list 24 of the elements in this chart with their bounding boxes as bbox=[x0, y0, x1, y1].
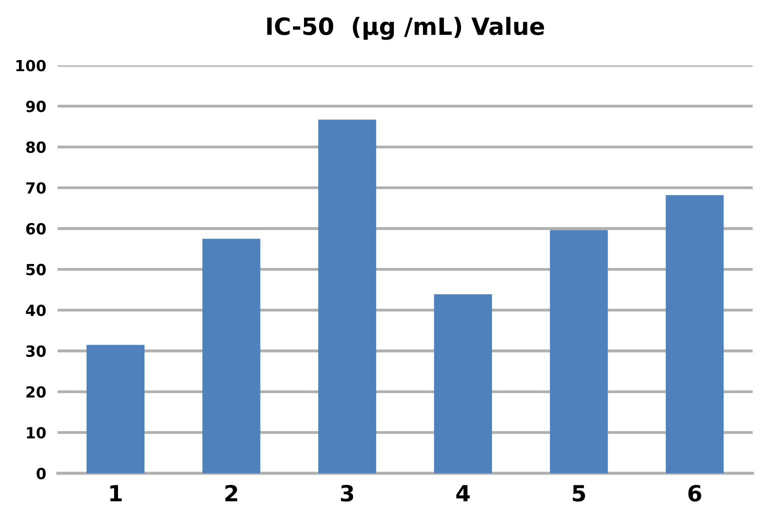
y-tick-label: 100 bbox=[16, 60, 46, 72]
x-tick-label: 1 bbox=[110, 485, 122, 502]
y-tick-label: 70 bbox=[26, 182, 46, 194]
bar bbox=[86, 344, 144, 474]
y-tick-label: 30 bbox=[26, 345, 46, 357]
bar bbox=[666, 195, 724, 474]
bar bbox=[318, 120, 376, 474]
y-tick-label: 80 bbox=[26, 141, 46, 153]
y-tick-label: 90 bbox=[26, 100, 46, 112]
x-tick-label: 5 bbox=[572, 485, 586, 502]
y-tick-label: 10 bbox=[26, 426, 46, 439]
x-tick-label: 3 bbox=[340, 484, 354, 502]
y-tick-label: 50 bbox=[26, 264, 46, 276]
y-tick-label: 20 bbox=[26, 386, 46, 398]
x-tick-label: 2 bbox=[225, 484, 238, 502]
bar bbox=[202, 238, 260, 474]
bar bbox=[434, 294, 492, 474]
y-tick-label: 60 bbox=[26, 223, 46, 235]
x-tick-label: 4 bbox=[456, 485, 470, 502]
bar bbox=[550, 230, 608, 474]
y-tick-label: 0 bbox=[36, 468, 46, 480]
chart-title: IC-50 (µg /mL) Value bbox=[267, 16, 544, 40]
y-tick-label: 40 bbox=[26, 304, 46, 316]
x-tick-label: 6 bbox=[688, 484, 702, 502]
